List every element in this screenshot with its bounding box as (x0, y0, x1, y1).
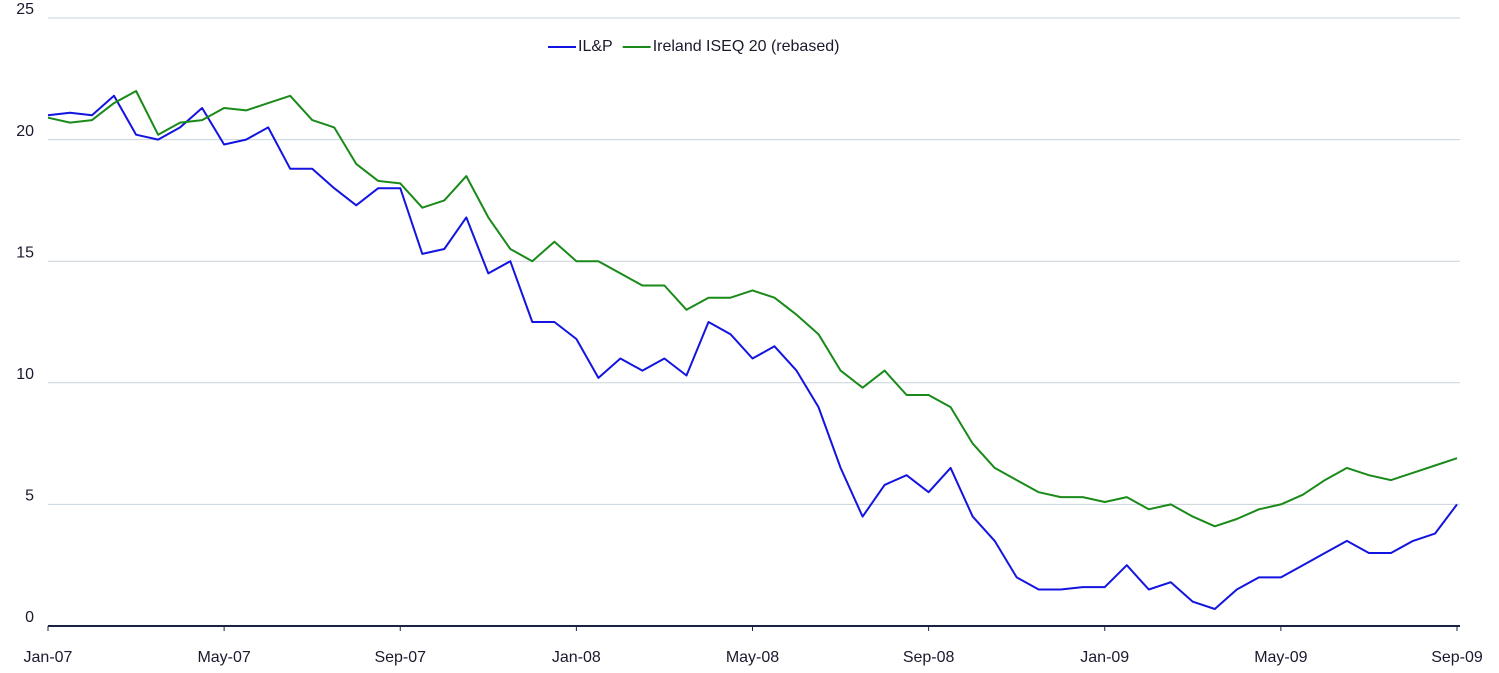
y-tick-label: 10 (16, 366, 34, 383)
x-tick-label: May-09 (1254, 649, 1307, 666)
x-tick-label: May-08 (726, 649, 779, 666)
series-line (47, 90, 1458, 528)
y-tick-label: 20 (16, 123, 34, 140)
x-tick-label: Jan-08 (552, 649, 601, 666)
y-tick-label: 0 (25, 609, 34, 626)
legend-label: Ireland ISEQ 20 (rebased) (653, 38, 840, 55)
x-tick-label: Sep-07 (374, 649, 426, 666)
x-tick-label: Jan-07 (24, 649, 73, 666)
series-line (47, 94, 1458, 610)
x-tick-label: Jan-09 (1080, 649, 1129, 666)
x-tick-label: May-07 (197, 649, 250, 666)
x-tick-label: Sep-08 (903, 649, 955, 666)
y-tick-label: 15 (16, 244, 34, 261)
y-tick-label: 25 (16, 1, 34, 18)
legend-label: IL&P (578, 38, 613, 55)
x-tick-label: Sep-09 (1431, 649, 1483, 666)
y-tick-label: 5 (25, 488, 34, 505)
